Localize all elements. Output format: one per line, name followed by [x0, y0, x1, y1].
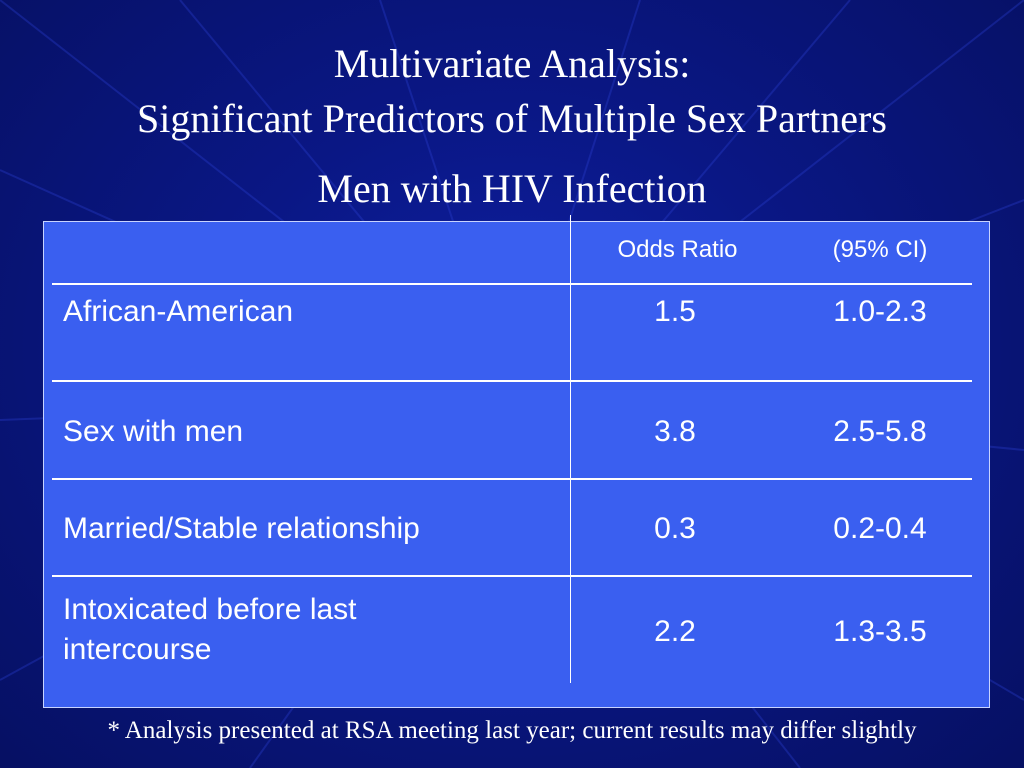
row-ci: 1.0-2.3 [833, 295, 927, 328]
row-divider [52, 575, 972, 577]
row-odds-ratio: 1.5 [654, 295, 696, 328]
results-table [43, 221, 990, 708]
slide-title-line-1: Multivariate Analysis: [333, 41, 691, 86]
row-label-married-stable: Married/Stable relationship [63, 512, 420, 545]
row-label-african-american: African-American [63, 295, 294, 328]
row-odds-ratio: 2.2 [654, 615, 696, 648]
header-odds-ratio: Odds Ratio [617, 236, 738, 263]
header-divider [52, 283, 972, 285]
header-ci: (95% CI) [832, 236, 928, 263]
row-divider [52, 478, 972, 480]
footnote: * Analysis presented at RSA meeting last… [107, 717, 917, 744]
slide-title-line-2: Significant Predictors of Multiple Sex P… [137, 96, 887, 141]
column-divider [570, 215, 571, 683]
row-odds-ratio: 0.3 [654, 512, 696, 545]
row-ci: 0.2-0.4 [833, 512, 927, 545]
row-label-sex-with-men: Sex with men [63, 415, 244, 448]
slide-subtitle: Men with HIV Infection [317, 166, 707, 211]
row-odds-ratio: 3.8 [654, 415, 696, 448]
row-ci: 1.3-3.5 [833, 615, 927, 648]
row-ci: 2.5-5.8 [833, 415, 927, 448]
row-label-intoxicated: Intoxicated before last intercourse [63, 593, 357, 666]
row-divider [52, 380, 972, 382]
